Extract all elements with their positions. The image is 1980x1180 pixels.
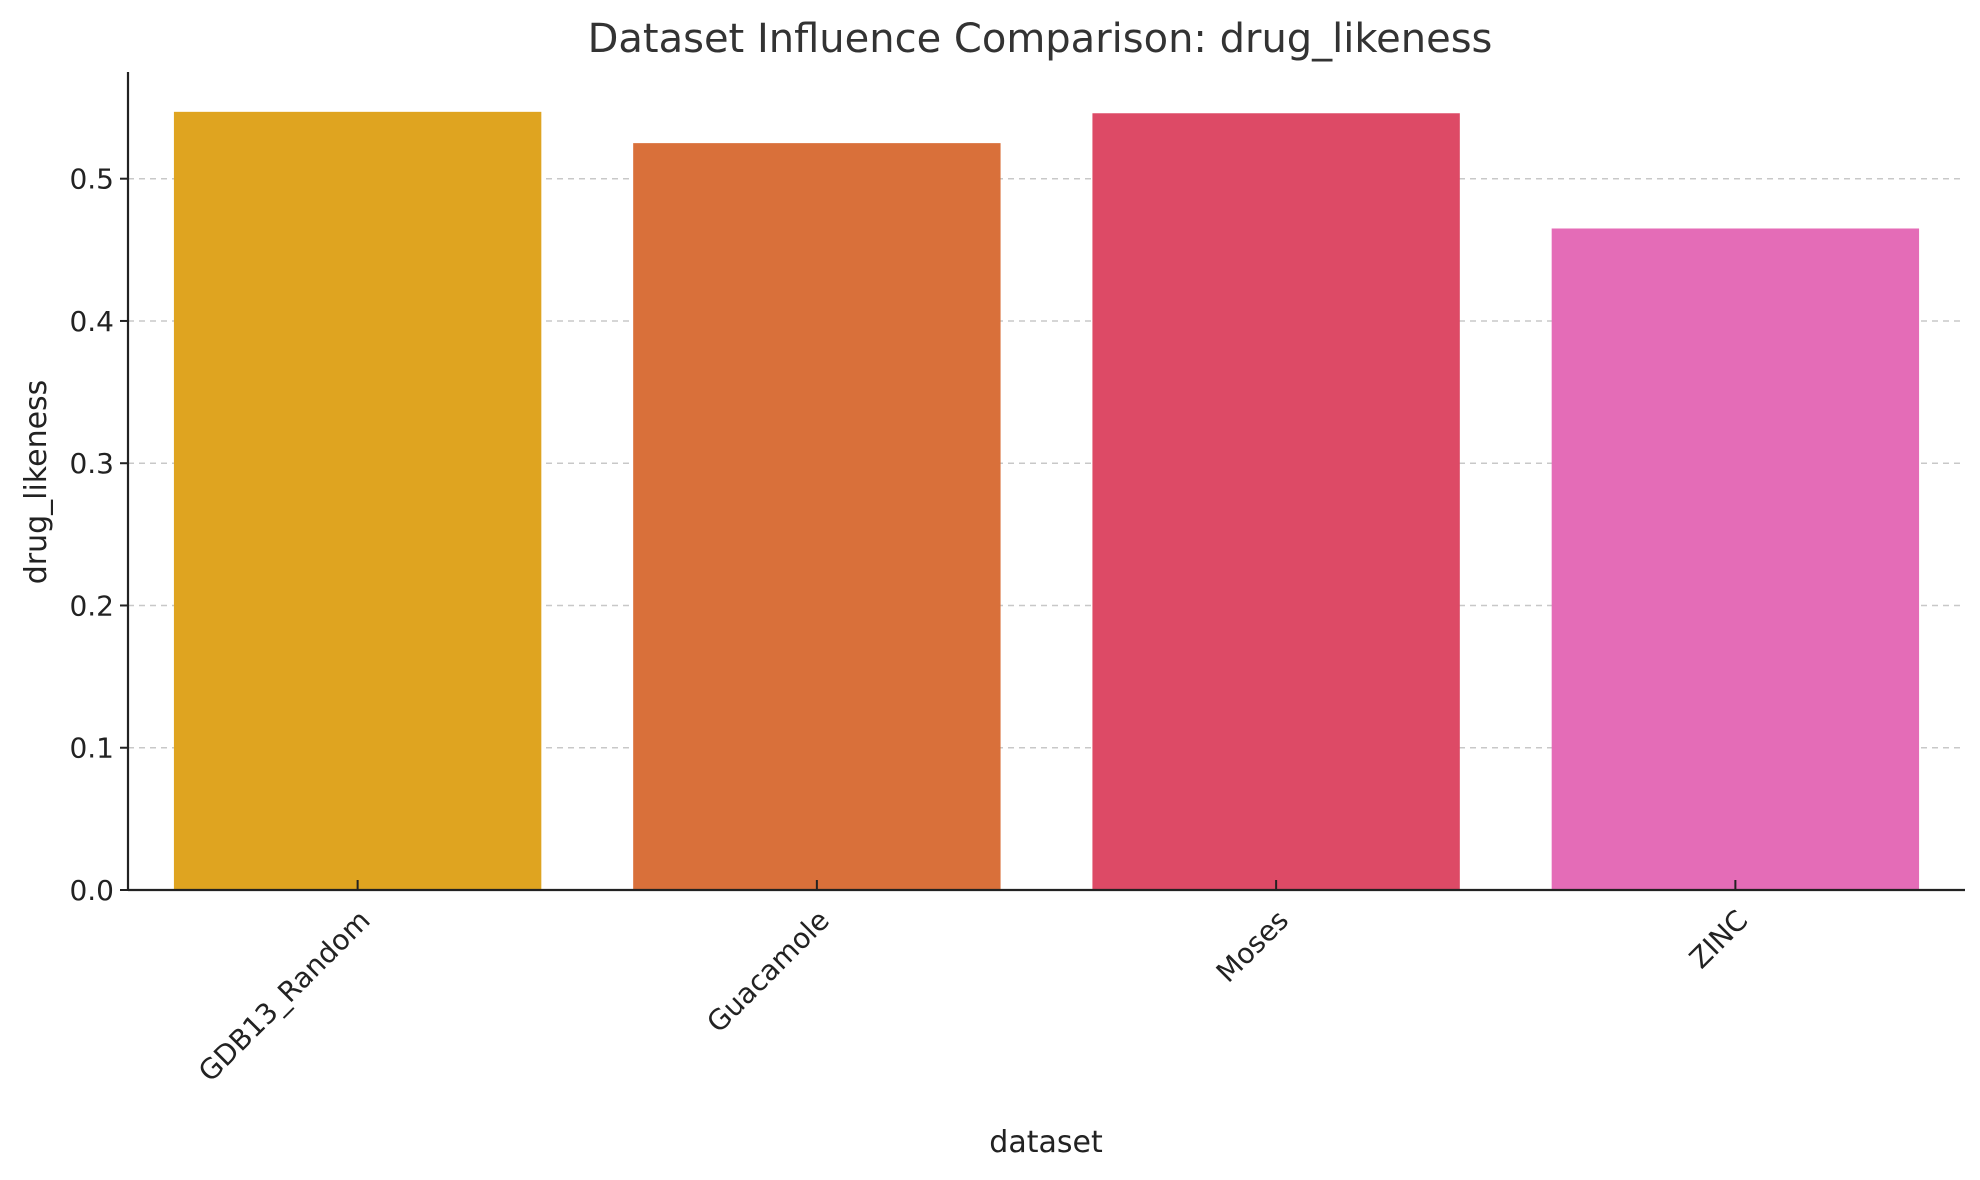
y-tick-label: 0.1	[69, 732, 114, 765]
x-tick-label: GDB13_Random	[192, 904, 377, 1089]
x-tick-label: ZINC	[1683, 904, 1754, 975]
chart-title: Dataset Influence Comparison: drug_liken…	[588, 16, 1493, 62]
bar-guacamole	[633, 143, 1001, 890]
y-tick-label: 0.0	[69, 874, 114, 907]
bar-zinc	[1551, 228, 1920, 891]
bar-gdb13-random	[173, 111, 542, 890]
y-ticks: 0.0 0.1 0.2 0.3 0.4 0.5	[69, 163, 128, 907]
bar-moses	[1092, 113, 1460, 890]
y-tick-label: 0.4	[69, 305, 114, 338]
x-tick-label: Moses	[1210, 904, 1295, 989]
y-tick-label: 0.3	[69, 447, 114, 480]
y-tick-label: 0.2	[69, 589, 114, 622]
x-tick-label: Guacamole	[700, 904, 835, 1039]
x-axis-label: dataset	[989, 1125, 1103, 1160]
bars	[173, 111, 1920, 891]
y-axis-label: drug_likeness	[19, 380, 54, 585]
axes	[126, 72, 1965, 892]
y-tick-label: 0.5	[69, 163, 114, 196]
x-ticks: GDB13_Random Guacamole Moses ZINC	[192, 880, 1754, 1088]
